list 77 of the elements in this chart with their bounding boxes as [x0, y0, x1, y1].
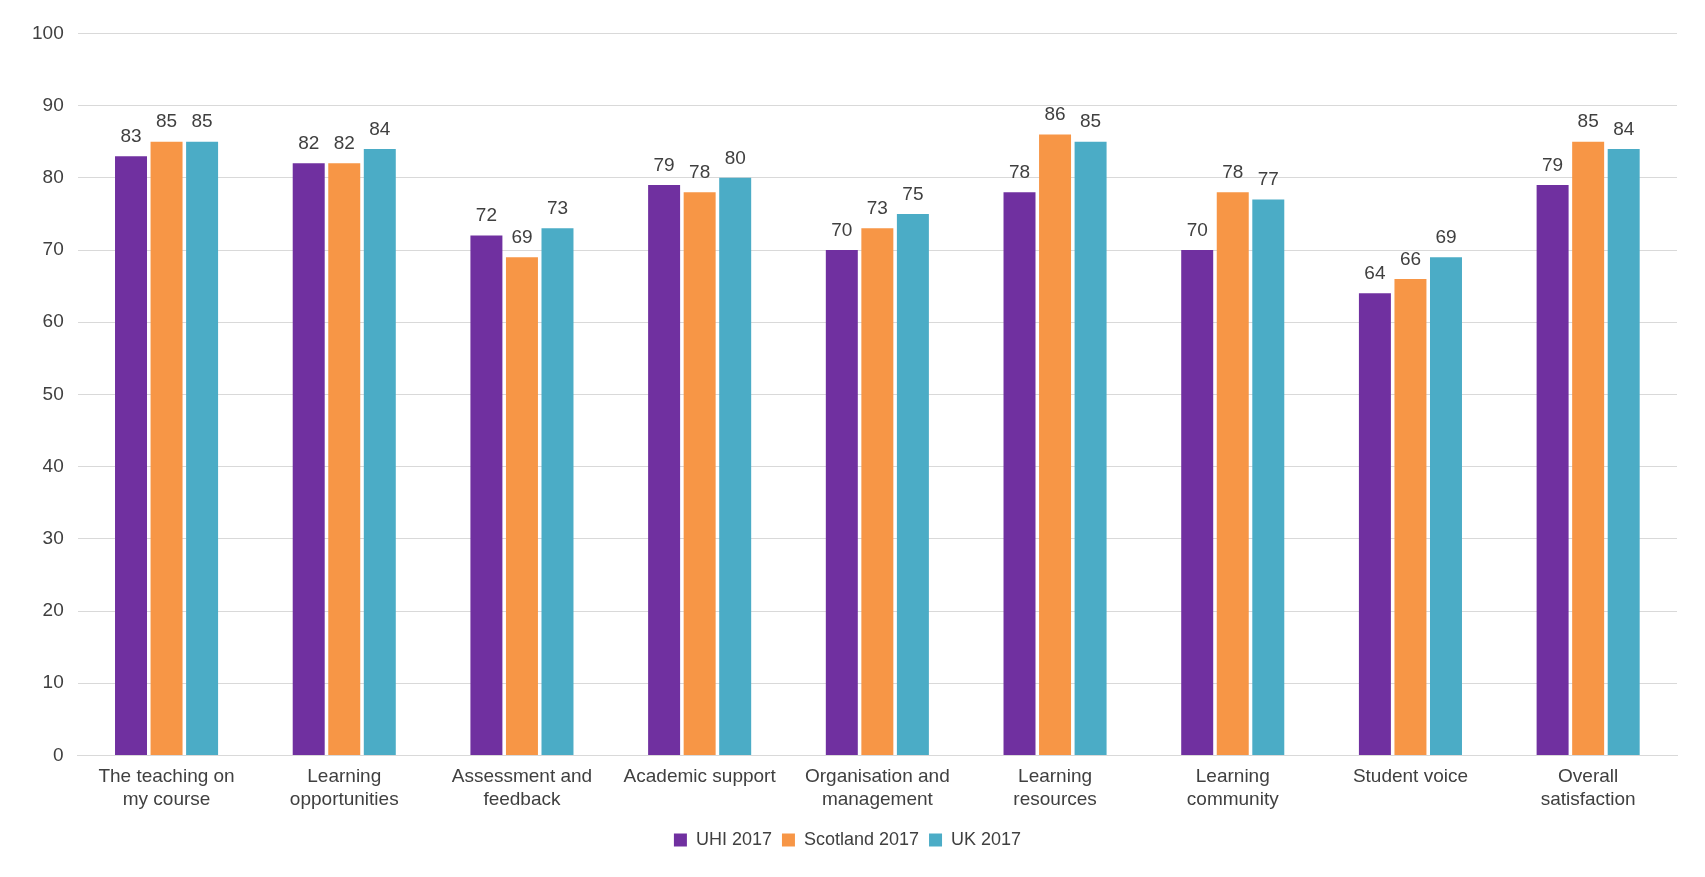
bar [683, 192, 716, 755]
data-label: 79 [1542, 153, 1564, 175]
bar [1572, 141, 1605, 755]
y-tick-label: 60 [42, 310, 64, 332]
bar [1394, 278, 1427, 755]
x-tick-label: Student voice [1352, 765, 1469, 787]
bar [719, 177, 752, 755]
y-tick-label: 100 [32, 21, 64, 43]
x-tick-label: Learning opportunities [289, 765, 399, 809]
x-tick-label: Assessment and feedback [451, 765, 593, 809]
legend-label: UHI 2017 [695, 828, 772, 849]
data-label: 78 [689, 160, 711, 182]
data-label: 73 [546, 197, 569, 219]
data-label: 85 [191, 110, 213, 132]
bar [861, 228, 894, 755]
bar [1358, 293, 1391, 755]
data-label: 70 [831, 218, 853, 240]
y-tick-label: 80 [42, 166, 64, 188]
data-label: 78 [1222, 160, 1244, 182]
y-tick-label: 0 [53, 743, 64, 765]
bar [896, 213, 929, 755]
bar [1430, 257, 1462, 755]
x-tick-label: Learning community [1186, 765, 1280, 809]
x-tick-label: Learning resources [1013, 765, 1097, 809]
x-tick-label: Academic support [623, 765, 777, 787]
bar [505, 257, 538, 755]
data-label: 66 [1399, 247, 1422, 269]
bar [1536, 185, 1569, 755]
data-label: 85 [155, 110, 178, 132]
y-tick-label: 40 [42, 454, 64, 476]
x-tick-label: Overall satisfaction [1540, 765, 1636, 809]
y-tick-label: 50 [42, 382, 64, 404]
data-label: 78 [1008, 160, 1031, 182]
data-label: 77 [1257, 168, 1279, 190]
bar [1252, 199, 1285, 755]
bar [470, 235, 503, 755]
x-tick-label: The teaching on my course [98, 765, 235, 809]
legend-label: Scotland 2017 [803, 828, 920, 849]
data-label: 83 [120, 124, 142, 146]
data-label: 84 [369, 117, 391, 139]
bar [541, 228, 574, 755]
data-label: 82 [333, 132, 355, 154]
y-tick-label: 20 [42, 599, 64, 621]
bar [1607, 148, 1640, 755]
bar [1181, 250, 1214, 755]
bar [115, 156, 147, 755]
data-label: 69 [511, 225, 533, 247]
data-label: 82 [298, 132, 320, 154]
data-label: 64 [1364, 262, 1386, 284]
bar [648, 185, 681, 755]
bar [825, 250, 858, 755]
bar [328, 163, 361, 755]
data-label: 80 [724, 146, 746, 168]
bar [292, 163, 325, 755]
data-label: 72 [475, 204, 497, 226]
bar [1216, 192, 1249, 755]
y-tick-label: 30 [42, 527, 64, 549]
bar [363, 148, 396, 755]
bar [1003, 192, 1036, 755]
data-label: 69 [1435, 225, 1457, 247]
data-label: 75 [902, 182, 924, 204]
data-label: 79 [653, 153, 675, 175]
y-tick-label: 90 [42, 93, 64, 115]
data-label: 70 [1186, 218, 1208, 240]
legend-label: UK 2017 [951, 828, 1022, 849]
x-tick-label: Organisation and management [804, 765, 950, 809]
bar [1039, 134, 1072, 755]
bar [186, 141, 219, 755]
data-label: 85 [1080, 110, 1102, 132]
bar [1074, 141, 1107, 755]
y-tick-label: 70 [42, 238, 64, 260]
y-tick-label: 10 [42, 671, 64, 693]
data-label: 85 [1577, 110, 1599, 132]
data-label: 84 [1613, 117, 1635, 139]
data-label: 86 [1044, 103, 1066, 125]
data-label: 73 [866, 197, 888, 219]
bar [150, 141, 183, 755]
